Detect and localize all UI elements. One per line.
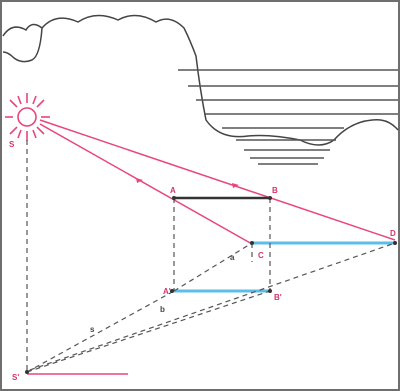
- label-small-b: b: [160, 305, 165, 314]
- cloud-main: [41, 14, 399, 146]
- label-small-a: a: [230, 253, 235, 262]
- ray-arrows: [136, 178, 239, 188]
- cloud-layers: [178, 69, 398, 165]
- label-point-b: B: [272, 186, 278, 195]
- label-point-a: A: [170, 186, 176, 195]
- label-point-a-ground: A': [163, 287, 171, 296]
- label-sun: S: [9, 140, 15, 149]
- point-markers: [25, 196, 397, 374]
- label-point-c: C: [258, 251, 264, 260]
- label-small-s: s: [90, 325, 95, 334]
- light-rays: [39, 119, 396, 245]
- cloud-left: [2, 23, 43, 63]
- construction-lines: [26, 140, 396, 373]
- sun-icon: [5, 93, 50, 141]
- label-point-b-ground: B': [274, 293, 282, 302]
- label-point-d: D: [390, 229, 396, 238]
- label-sun-ground: S': [12, 373, 19, 382]
